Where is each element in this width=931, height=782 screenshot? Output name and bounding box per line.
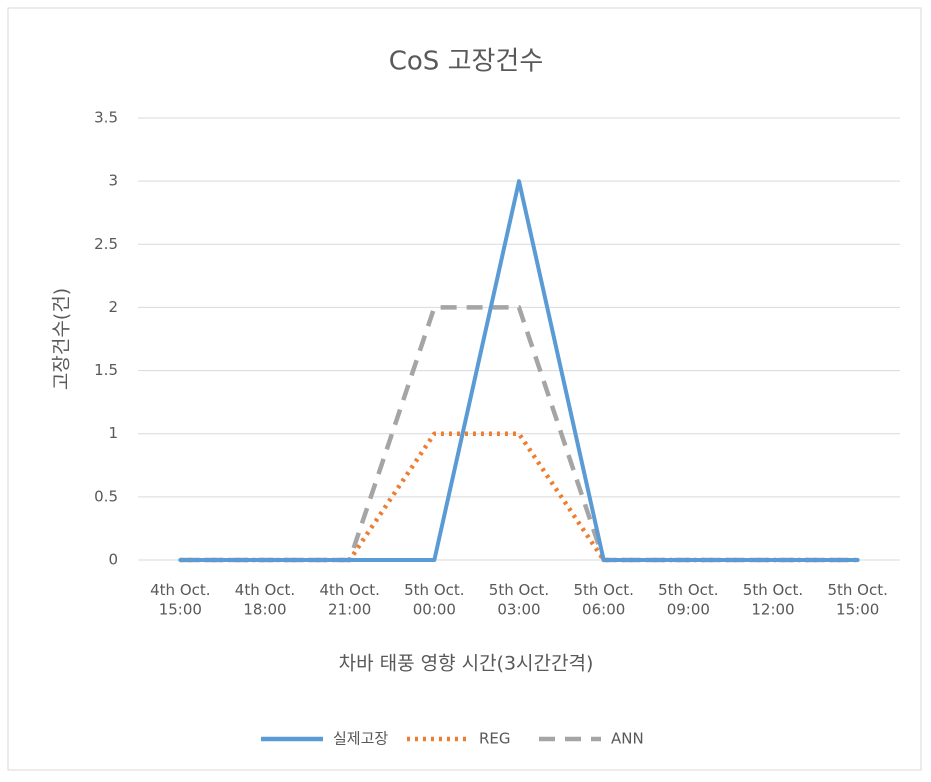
x-tick-label: 5th Oct. 03:00 [489, 581, 549, 619]
y-tick-label: 0 [108, 551, 118, 569]
x-tick-label: 5th Oct. 12:00 [743, 581, 803, 619]
x-tick-label: 4th Oct. 18:00 [235, 581, 295, 619]
chart-title: CoS 고장건수 [389, 47, 544, 77]
x-tick-label: 5th Oct. 06:00 [573, 581, 633, 619]
series-line [178, 179, 860, 562]
y-tick-label: 3.5 [94, 109, 118, 127]
x-tick-label: 4th Oct. 21:00 [319, 581, 379, 619]
y-tick-label: 2.5 [94, 235, 118, 253]
y-tick-label: 0.5 [94, 487, 118, 505]
y-tick-label: 2 [108, 298, 118, 316]
x-tick-label: 5th Oct. 09:00 [658, 581, 718, 619]
x-tick-label: 5th Oct. 00:00 [404, 581, 464, 619]
y-tick-label: 3 [108, 172, 118, 190]
x-axis-label: 차바 태풍 영향 시간(3시간간격) [339, 653, 594, 675]
x-tick-label: 5th Oct. 15:00 [827, 581, 887, 619]
y-tick-label: 1 [108, 424, 118, 442]
legend-label: REG [479, 730, 511, 748]
legend-label: ANN [611, 730, 644, 748]
legend-label: 실제고장 [333, 730, 388, 748]
chart-border [7, 7, 922, 771]
x-tick-label: 4th Oct. 15:00 [150, 581, 210, 619]
y-tick-label: 1.5 [94, 361, 118, 379]
y-axis-label: 고장건수(건) [51, 288, 73, 390]
